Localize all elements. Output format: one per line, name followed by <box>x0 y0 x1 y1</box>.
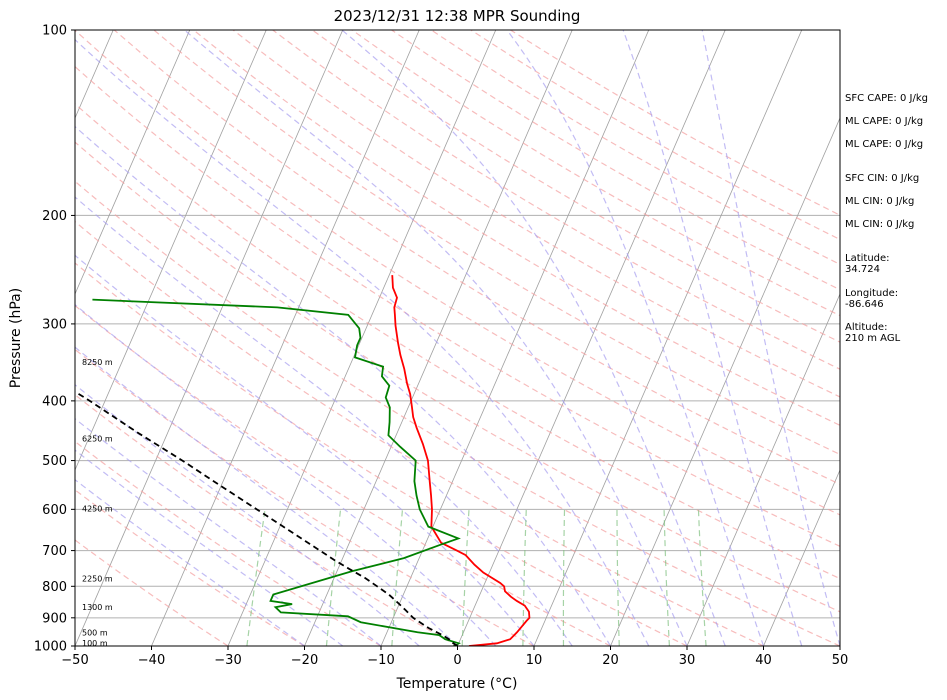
ml-cin-text-2: ML CIN: 0 J/kg <box>845 219 915 230</box>
dry-adiabat-line <box>311 30 840 343</box>
isotherm-line <box>457 30 726 646</box>
y-tick-label: 100 <box>42 24 67 39</box>
moist-adiabat-line <box>184 30 688 646</box>
y-axis-label: Pressure (hPa) <box>8 288 24 388</box>
chart-ticks: −50 −40 −30 −20 −10 0 10 20 30 40 50 100 200 300 400 50… <box>34 24 848 669</box>
isotherm-line <box>75 30 191 296</box>
moist-adiabat-line <box>75 303 497 646</box>
y-tick-label: 800 <box>42 580 67 595</box>
mixing-ratio-line <box>246 509 266 646</box>
mixing-ratio-line <box>391 509 404 646</box>
x-tick-label: −40 <box>138 653 165 668</box>
isotherm-line <box>75 30 344 646</box>
isotherm-line <box>227 30 497 646</box>
isotherm-line <box>151 30 420 646</box>
y-tick-label: 900 <box>42 611 67 626</box>
x-tick-label: 10 <box>526 653 543 668</box>
x-tick-label: −10 <box>367 653 394 668</box>
dry-adiabat-line <box>75 489 305 646</box>
isotherm-line <box>686 292 840 646</box>
height-label: 100 m <box>82 639 108 648</box>
isotherm-line <box>610 116 840 646</box>
dry-adiabat-line <box>75 440 382 646</box>
x-tick-label: 0 <box>453 653 461 668</box>
dry-adiabat-line <box>75 220 764 646</box>
mixing-ratio-line <box>616 509 620 646</box>
moist-adiabat-line <box>506 30 765 646</box>
x-axis-label: Temperature (°C) <box>396 676 518 692</box>
moist-adiabat-line <box>622 30 803 646</box>
y-tick-label: 600 <box>42 503 67 518</box>
dry-adiabat-line <box>75 141 840 613</box>
moist-adiabat-line <box>341 30 726 646</box>
dry-adiabat-line <box>351 30 840 317</box>
y-tick-label: 500 <box>42 454 67 469</box>
y-tick-label: 200 <box>42 209 67 224</box>
mixing-ratio-line <box>461 509 470 646</box>
moist-adiabat-line <box>75 38 650 646</box>
moist-adiabat-line <box>75 196 573 646</box>
dry-adiabat-line <box>75 30 840 516</box>
dry-adiabat-line <box>75 348 535 646</box>
y-tick-label: 400 <box>42 394 67 409</box>
isotherm-line <box>380 30 650 646</box>
height-labels: 100 m 500 m 1300 m 2250 m 4250 m 6250 m 8250 m <box>82 358 113 648</box>
dry-adiabat-line <box>75 262 688 646</box>
height-label: 1300 m <box>82 603 113 612</box>
y-tick-label: 1000 <box>34 640 67 655</box>
height-label: 500 m <box>82 628 108 637</box>
isotherm-line <box>533 30 803 646</box>
dry-adiabat-line <box>113 30 840 485</box>
height-label: 2250 m <box>82 574 113 583</box>
longitude-text: Longitude: -86.646 <box>845 288 899 310</box>
dry-adiabat-line <box>75 539 229 646</box>
isotherm-line <box>304 30 573 646</box>
dry-adiabat-line <box>153 30 840 456</box>
dry-adiabat-line <box>75 65 840 547</box>
dry-adiabat-line <box>75 180 840 646</box>
dry-adiabat-line <box>75 304 611 646</box>
moist-adiabat-line <box>75 254 535 646</box>
dry-adiabat-line <box>75 394 458 646</box>
ml-cape-text: ML CAPE: 0 J/kg <box>845 116 924 127</box>
chart-series <box>75 275 531 646</box>
chart-background-lines <box>75 30 840 646</box>
sfc-cape-text: SFC CAPE: 0 J/kg <box>845 93 928 104</box>
ml-cin-text: ML CIN: 0 J/kg <box>845 196 915 207</box>
x-tick-label: 30 <box>679 653 696 668</box>
isotherm-line <box>75 30 267 472</box>
y-tick-label: 700 <box>42 544 67 559</box>
mixing-ratio-line <box>697 509 707 646</box>
chart-title: 2023/12/31 12:38 MPR Sounding <box>334 7 581 25</box>
y-tick-label: 300 <box>42 317 67 332</box>
x-tick-label: 40 <box>755 653 772 668</box>
dry-adiabat-line <box>75 103 840 580</box>
parcel-path-line <box>75 390 458 646</box>
moist-adiabat-line <box>75 125 612 646</box>
ml-cape-text-2: ML CAPE: 0 J/kg <box>845 139 924 150</box>
moist-adiabat-line <box>75 384 420 646</box>
temperature-line <box>391 275 531 646</box>
isotherm-line <box>763 468 840 646</box>
x-tick-label: −30 <box>214 653 241 668</box>
x-tick-label: −50 <box>61 653 88 668</box>
x-tick-label: 50 <box>832 653 849 668</box>
x-tick-label: 20 <box>602 653 619 668</box>
dry-adiabat-line <box>193 30 840 427</box>
sfc-cin-text: SFC CIN: 0 J/kg <box>845 173 920 184</box>
moist-adiabat-line <box>701 30 840 646</box>
moist-adiabat-line <box>75 478 305 646</box>
moist-adiabat-line <box>75 346 458 646</box>
dewpoint-line <box>92 298 462 646</box>
height-label: 8250 m <box>82 358 113 367</box>
latitude-text: Latitude: 34.724 <box>845 253 890 275</box>
moist-adiabat-line <box>75 418 382 646</box>
height-label: 4250 m <box>82 504 113 513</box>
altitude-text: Altitude: 210 m AGL <box>845 322 901 344</box>
plot-frame <box>74 29 841 647</box>
height-label: 6250 m <box>82 434 113 443</box>
x-tick-label: −20 <box>291 653 318 668</box>
